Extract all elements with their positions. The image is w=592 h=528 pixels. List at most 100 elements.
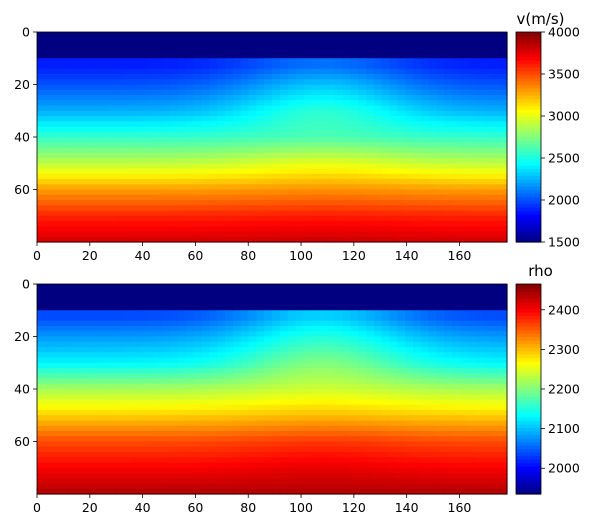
heatmap-cell [460,425,469,432]
heatmap-cell [475,431,485,437]
heatmap-cell [37,394,46,401]
heatmap-cell [44,215,54,222]
heatmap-cell [91,441,101,448]
heatmap-cell [389,74,398,80]
heatmap-cell [295,226,304,233]
heatmap-cell [444,299,453,306]
heatmap-cell [405,110,414,117]
heatmap-cell [264,163,273,170]
heatmap-cell [373,147,383,154]
heatmap-cell [52,189,62,196]
heatmap-cell [52,452,62,458]
heatmap-cell [264,189,273,196]
heatmap-cell [91,457,101,464]
heatmap-cell [154,284,163,290]
heatmap-cell [413,420,422,427]
y-tick-label: 60 [14,434,30,449]
heatmap-cell [44,226,54,233]
heatmap-cell [37,184,46,191]
heatmap-cell [420,221,430,227]
heatmap-cell [499,215,508,222]
heatmap-cell [452,394,461,401]
heatmap-cell [240,116,250,122]
heatmap-cell [483,320,492,327]
heatmap-cell [326,289,336,296]
heatmap-cell [373,373,383,380]
heatmap-cell [138,483,148,490]
heatmap-cell [413,105,422,112]
heatmap-cell [295,310,304,317]
heatmap-cell [264,95,273,101]
heatmap-cell [350,189,359,196]
heatmap-cell [428,42,438,49]
heatmap-cell [240,373,250,380]
heatmap-cell [154,74,163,80]
heatmap-cell [99,315,109,322]
heatmap-cell [326,410,336,416]
heatmap-cell [76,441,85,448]
heatmap-cell [272,47,281,54]
heatmap-cell [60,68,69,75]
heatmap-cell [107,488,116,495]
heatmap-cell [217,179,226,185]
heatmap-cell [76,110,85,117]
heatmap-cell [115,383,124,390]
heatmap-cell [491,441,500,448]
heatmap-cell [91,436,101,443]
heatmap-cell [358,284,367,290]
heatmap-cell [185,467,195,474]
heatmap-cell [232,100,242,107]
heatmap-cell [405,473,414,479]
heatmap-cell [107,131,116,138]
heatmap-cell [350,352,359,359]
heatmap-cell [60,84,69,91]
colorbar-segment [516,424,541,429]
heatmap-cell [232,394,242,401]
heatmap-cell [405,68,414,75]
heatmap-cell [52,184,62,191]
heatmap-cell [256,42,265,49]
heatmap-cell [256,194,265,201]
heatmap-cell [460,116,469,122]
heatmap-cell [279,236,289,243]
heatmap-cell [225,105,234,112]
heatmap-cell [178,200,187,206]
heatmap-cell [405,42,414,49]
heatmap-cell [319,79,328,86]
heatmap-cell [37,357,46,364]
heatmap-cell [475,95,485,101]
heatmap-cell [311,89,320,96]
heatmap-cell [131,378,140,385]
heatmap-cell [217,131,226,138]
heatmap-cell [225,389,234,395]
heatmap-cell [272,341,281,348]
heatmap-cell [248,478,257,485]
heatmap-cell [436,284,445,290]
heatmap-cell [389,420,398,427]
heatmap-cell [68,315,77,322]
heatmap-cell [460,226,469,233]
heatmap-cell [295,378,304,385]
heatmap-cell [68,142,77,149]
heatmap-cell [138,47,148,54]
heatmap-cell [170,147,179,154]
heatmap-cell [334,347,344,353]
heatmap-cell [76,394,85,401]
heatmap-cell [76,378,85,385]
heatmap-cell [475,399,485,406]
heatmap-cell [452,452,461,458]
heatmap-cell [185,63,195,70]
heatmap-cell [154,53,163,59]
heatmap-cell [311,32,320,38]
heatmap-cell [115,373,124,380]
heatmap-cell [358,163,367,170]
heatmap-cell [256,320,265,327]
heatmap-cell [467,326,477,332]
heatmap-cell [287,100,297,107]
heatmap-cell [76,194,85,201]
heatmap-cell [68,74,77,80]
heatmap-cell [366,194,375,201]
heatmap-cell [326,446,336,453]
heatmap-cell [170,410,179,416]
heatmap-cell [326,137,336,143]
